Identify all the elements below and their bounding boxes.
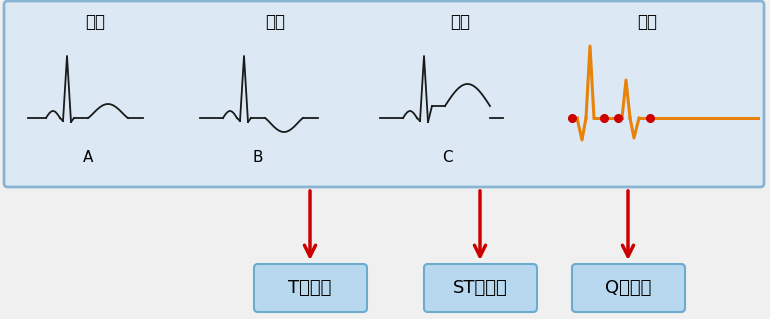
Text: ST段改变: ST段改变 — [453, 279, 507, 297]
Text: Q波形成: Q波形成 — [604, 279, 651, 297]
Text: 正常: 正常 — [85, 13, 105, 31]
Text: 梗死: 梗死 — [637, 13, 657, 31]
Text: 损伤: 损伤 — [450, 13, 470, 31]
Text: T波改变: T波改变 — [288, 279, 332, 297]
Text: C: C — [442, 150, 452, 165]
Text: A: A — [83, 150, 93, 165]
FancyBboxPatch shape — [572, 264, 685, 312]
FancyBboxPatch shape — [4, 1, 764, 187]
Text: B: B — [253, 150, 263, 165]
FancyBboxPatch shape — [254, 264, 367, 312]
Text: 缺血: 缺血 — [265, 13, 285, 31]
FancyBboxPatch shape — [424, 264, 537, 312]
